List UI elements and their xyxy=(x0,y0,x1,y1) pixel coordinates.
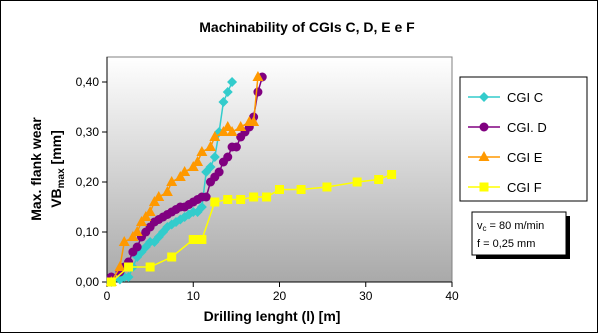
data-point xyxy=(248,116,260,126)
x-tick-label: 40 xyxy=(445,289,459,303)
legend-label: CGI C xyxy=(507,90,543,105)
data-point xyxy=(153,191,165,201)
vc-subscript: c xyxy=(483,224,487,233)
data-point xyxy=(249,192,259,202)
data-point xyxy=(205,162,216,172)
data-point xyxy=(223,195,233,204)
data-point xyxy=(161,186,173,196)
data-point xyxy=(131,226,143,236)
data-point xyxy=(192,156,204,166)
data-point xyxy=(179,166,191,176)
data-point xyxy=(188,235,198,244)
ticks-layer: 0 10 20 30 40 0,00 0,10 0,20 0,30 0,40 xyxy=(76,75,459,303)
vc-value: = 80 m/min xyxy=(487,220,545,232)
x-tick-label: 20 xyxy=(273,289,287,303)
data-point xyxy=(205,141,216,151)
vc-symbol: v xyxy=(477,220,483,232)
x-axis-title: Drilling lenght (l) [m] xyxy=(204,308,341,324)
legend-label: CGI F xyxy=(507,180,542,195)
legend-marker xyxy=(478,151,490,161)
data-point xyxy=(374,175,384,184)
data-point xyxy=(252,71,264,81)
data-point xyxy=(322,182,332,192)
x-tick-label: 10 xyxy=(187,289,201,303)
parameters-box-frame xyxy=(471,211,567,256)
data-point xyxy=(144,206,156,216)
data-point xyxy=(209,131,221,141)
legend-label: CGI E xyxy=(507,150,543,165)
y-axis-title-main: VB xyxy=(48,188,64,207)
data-point xyxy=(132,242,142,252)
y-tick-label: 0,40 xyxy=(76,75,100,89)
data-point xyxy=(231,142,241,152)
chart-title: Machinability of CGIs C, D, E e F xyxy=(199,19,415,35)
series-2 xyxy=(105,71,264,286)
legend-entry: CGI E xyxy=(468,150,543,165)
data-point xyxy=(253,87,263,97)
data-point xyxy=(218,97,229,107)
data-point xyxy=(196,202,207,212)
data-point xyxy=(209,152,220,162)
data-point xyxy=(387,170,397,179)
data-point xyxy=(114,261,126,271)
legend-entries: CGI C CGI. D CGI E CGI F xyxy=(468,90,547,195)
feed-note: f = 0,25 mm xyxy=(477,238,535,250)
legend-marker xyxy=(479,182,489,192)
series-layer xyxy=(105,71,397,287)
data-point xyxy=(214,167,224,177)
data-point xyxy=(275,185,284,194)
data-point xyxy=(227,77,238,87)
data-point xyxy=(210,197,220,207)
data-point xyxy=(166,176,178,186)
y-axis-title-sub: max xyxy=(56,168,67,188)
data-point xyxy=(235,121,247,131)
series-3 xyxy=(106,170,397,287)
data-point xyxy=(197,235,207,244)
data-point xyxy=(118,236,130,246)
y-axis-title-line2: VBmax [mm] xyxy=(48,130,67,208)
legend-marker xyxy=(479,92,489,102)
data-point xyxy=(106,277,116,287)
legend-label: CGI. D xyxy=(507,120,547,135)
data-point xyxy=(123,272,134,282)
plot-area xyxy=(106,56,453,283)
legend: CGI C CGI. D CGI E CGI F xyxy=(459,76,588,202)
data-point xyxy=(296,185,306,194)
y-axis-title-line1: Max. flank wear xyxy=(28,117,44,221)
data-point xyxy=(222,87,233,97)
data-point xyxy=(124,262,134,272)
x-tick-label: 30 xyxy=(359,289,373,303)
data-point xyxy=(196,146,208,156)
y-axis-title-unit: [mm] xyxy=(48,130,64,168)
data-point xyxy=(145,262,155,272)
data-point xyxy=(262,192,272,202)
legend-entry: CGI. D xyxy=(468,120,547,135)
data-point xyxy=(352,177,362,187)
data-point xyxy=(223,152,233,162)
data-point xyxy=(201,192,211,202)
x-tick-label: 0 xyxy=(104,289,111,303)
cutting-speed-note: vc = 80 m/min xyxy=(477,220,544,233)
legend-entry: CGI C xyxy=(468,90,543,105)
series-0 xyxy=(106,77,238,287)
data-point xyxy=(236,195,246,204)
y-tick-label: 0,30 xyxy=(76,125,100,139)
y-tick-label: 0,20 xyxy=(76,175,100,189)
y-tick-label: 0,00 xyxy=(76,275,100,289)
legend-entry: CGI F xyxy=(468,180,542,195)
legend-marker xyxy=(479,122,489,132)
data-point xyxy=(226,126,238,136)
data-point xyxy=(167,252,177,262)
parameters-box: vc = 80 m/min f = 0,25 mm xyxy=(471,211,570,259)
data-point xyxy=(222,121,234,131)
y-tick-label: 0,10 xyxy=(76,225,100,239)
